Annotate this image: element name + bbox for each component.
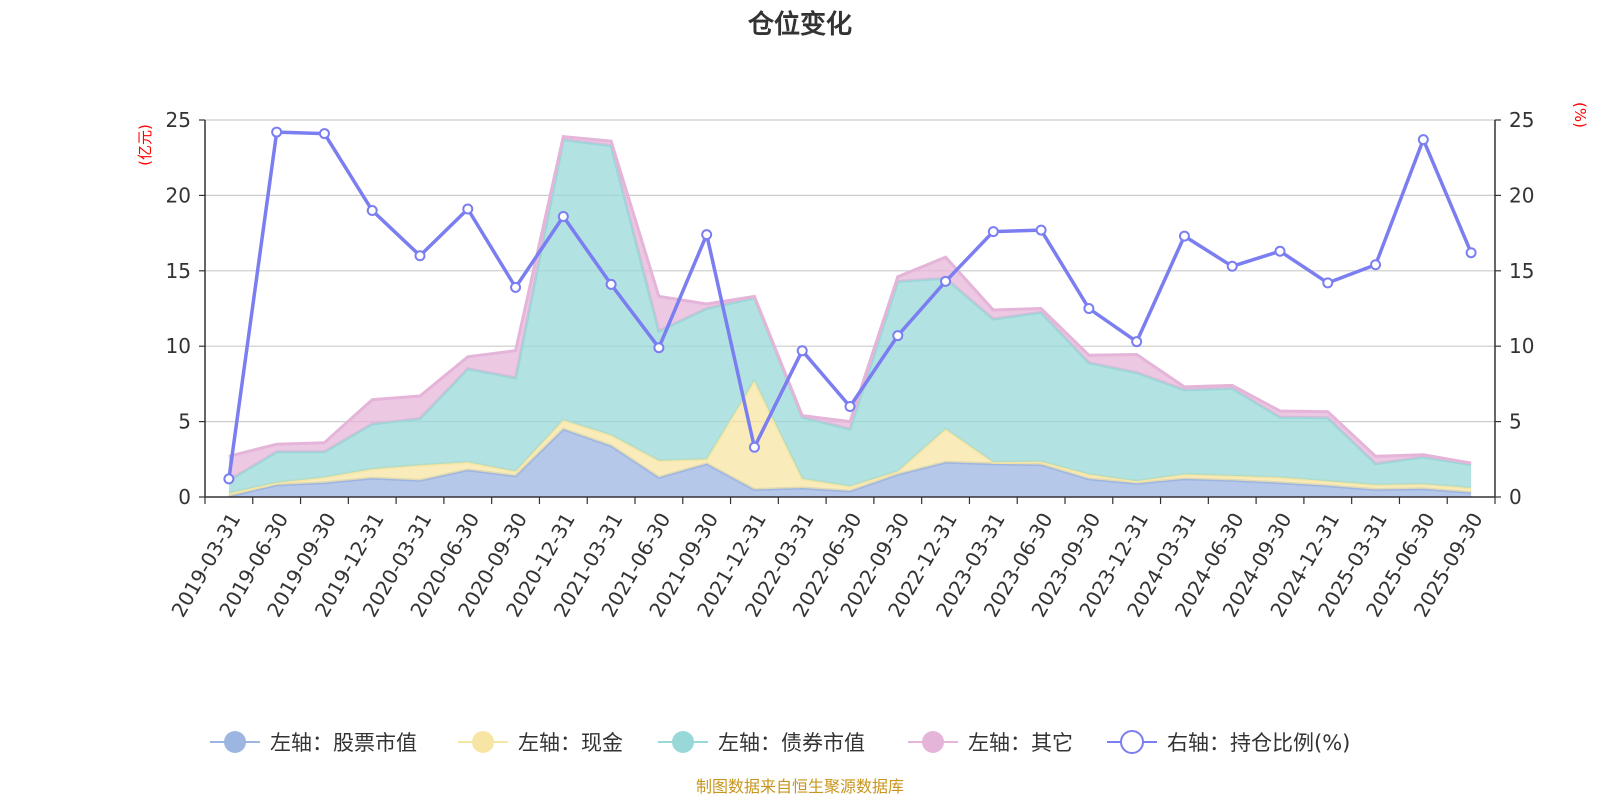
right-tick-label: 25 bbox=[1509, 108, 1534, 132]
chart-title: 仓位变化 bbox=[747, 9, 852, 40]
ratio-point bbox=[892, 330, 904, 342]
right-axis-unit: (%) bbox=[1571, 102, 1589, 128]
ratio-point bbox=[796, 345, 808, 357]
position-ratio-line bbox=[223, 126, 1477, 485]
ratio-point bbox=[1131, 336, 1143, 348]
ratio-point bbox=[653, 342, 665, 354]
legend-label: 左轴：现金 bbox=[518, 731, 623, 755]
ratio-point bbox=[844, 401, 856, 413]
right-tick-label: 0 bbox=[1509, 485, 1522, 509]
legend-marker bbox=[1120, 730, 1144, 754]
legend-marker bbox=[472, 731, 494, 753]
ratio-point bbox=[748, 441, 760, 453]
legend-label: 左轴：其它 bbox=[968, 731, 1073, 755]
legend-marker bbox=[224, 731, 246, 753]
ratio-point bbox=[1274, 245, 1286, 257]
area-series-1 bbox=[228, 380, 1472, 497]
left-axis-unit: (亿元) bbox=[136, 124, 154, 166]
legend-label: 右轴：持仓比例(%) bbox=[1167, 731, 1350, 755]
ratio-point bbox=[366, 204, 378, 216]
right-tick-label: 20 bbox=[1509, 183, 1534, 207]
ratio-point bbox=[510, 281, 522, 293]
legend-item-4: 右轴：持仓比例(%) bbox=[1107, 730, 1350, 755]
legend-item-0: 左轴：股票市值 bbox=[210, 731, 417, 755]
ratio-point bbox=[1035, 224, 1047, 236]
ratio-point bbox=[1322, 277, 1334, 289]
ratio-point bbox=[605, 278, 617, 290]
area-series-3-edge bbox=[228, 134, 1472, 465]
ratio-point bbox=[1226, 260, 1238, 272]
grid-lines bbox=[205, 119, 1495, 423]
ratio-point bbox=[1417, 134, 1429, 146]
left-tick-label: 0 bbox=[178, 485, 191, 509]
stacked-areas bbox=[228, 134, 1472, 498]
ratio-point bbox=[414, 250, 426, 262]
ratio-point bbox=[223, 473, 235, 485]
ratio-point bbox=[462, 203, 474, 215]
area-series-2 bbox=[228, 139, 1472, 494]
legend-marker bbox=[922, 731, 944, 753]
legend-label: 左轴：债券市值 bbox=[718, 731, 865, 755]
ratio-point bbox=[1370, 259, 1382, 271]
left-tick-label: 25 bbox=[166, 108, 191, 132]
left-tick-label: 10 bbox=[166, 334, 191, 358]
legend-item-1: 左轴：现金 bbox=[458, 731, 623, 755]
right-tick-label: 15 bbox=[1509, 259, 1534, 283]
left-tick-label: 5 bbox=[178, 410, 191, 434]
area-series-0 bbox=[228, 429, 1472, 497]
legend-marker bbox=[672, 731, 694, 753]
left-tick-label: 20 bbox=[166, 183, 191, 207]
right-tick-label: 10 bbox=[1509, 334, 1534, 358]
ratio-point bbox=[318, 128, 330, 140]
ratio-point bbox=[701, 229, 713, 241]
ratio-point bbox=[940, 275, 952, 287]
source-note: 制图数据来自恒生聚源数据库 bbox=[696, 777, 904, 796]
legend-item-2: 左轴：债券市值 bbox=[658, 731, 865, 755]
ratio-point bbox=[1178, 230, 1190, 242]
legend-label: 左轴：股票市值 bbox=[270, 731, 417, 755]
right-tick-label: 5 bbox=[1509, 410, 1522, 434]
legend-item-3: 左轴：其它 bbox=[908, 731, 1073, 755]
left-tick-label: 15 bbox=[166, 259, 191, 283]
ratio-point bbox=[987, 226, 999, 238]
ratio-point bbox=[557, 211, 569, 223]
ratio-point bbox=[271, 126, 283, 138]
legend: 左轴：股票市值 左轴：现金 左轴：债券市值 左轴：其它 右轴：持仓比例(%) bbox=[210, 730, 1350, 755]
ratio-point bbox=[1083, 303, 1095, 314]
ratio-point bbox=[1465, 247, 1477, 259]
